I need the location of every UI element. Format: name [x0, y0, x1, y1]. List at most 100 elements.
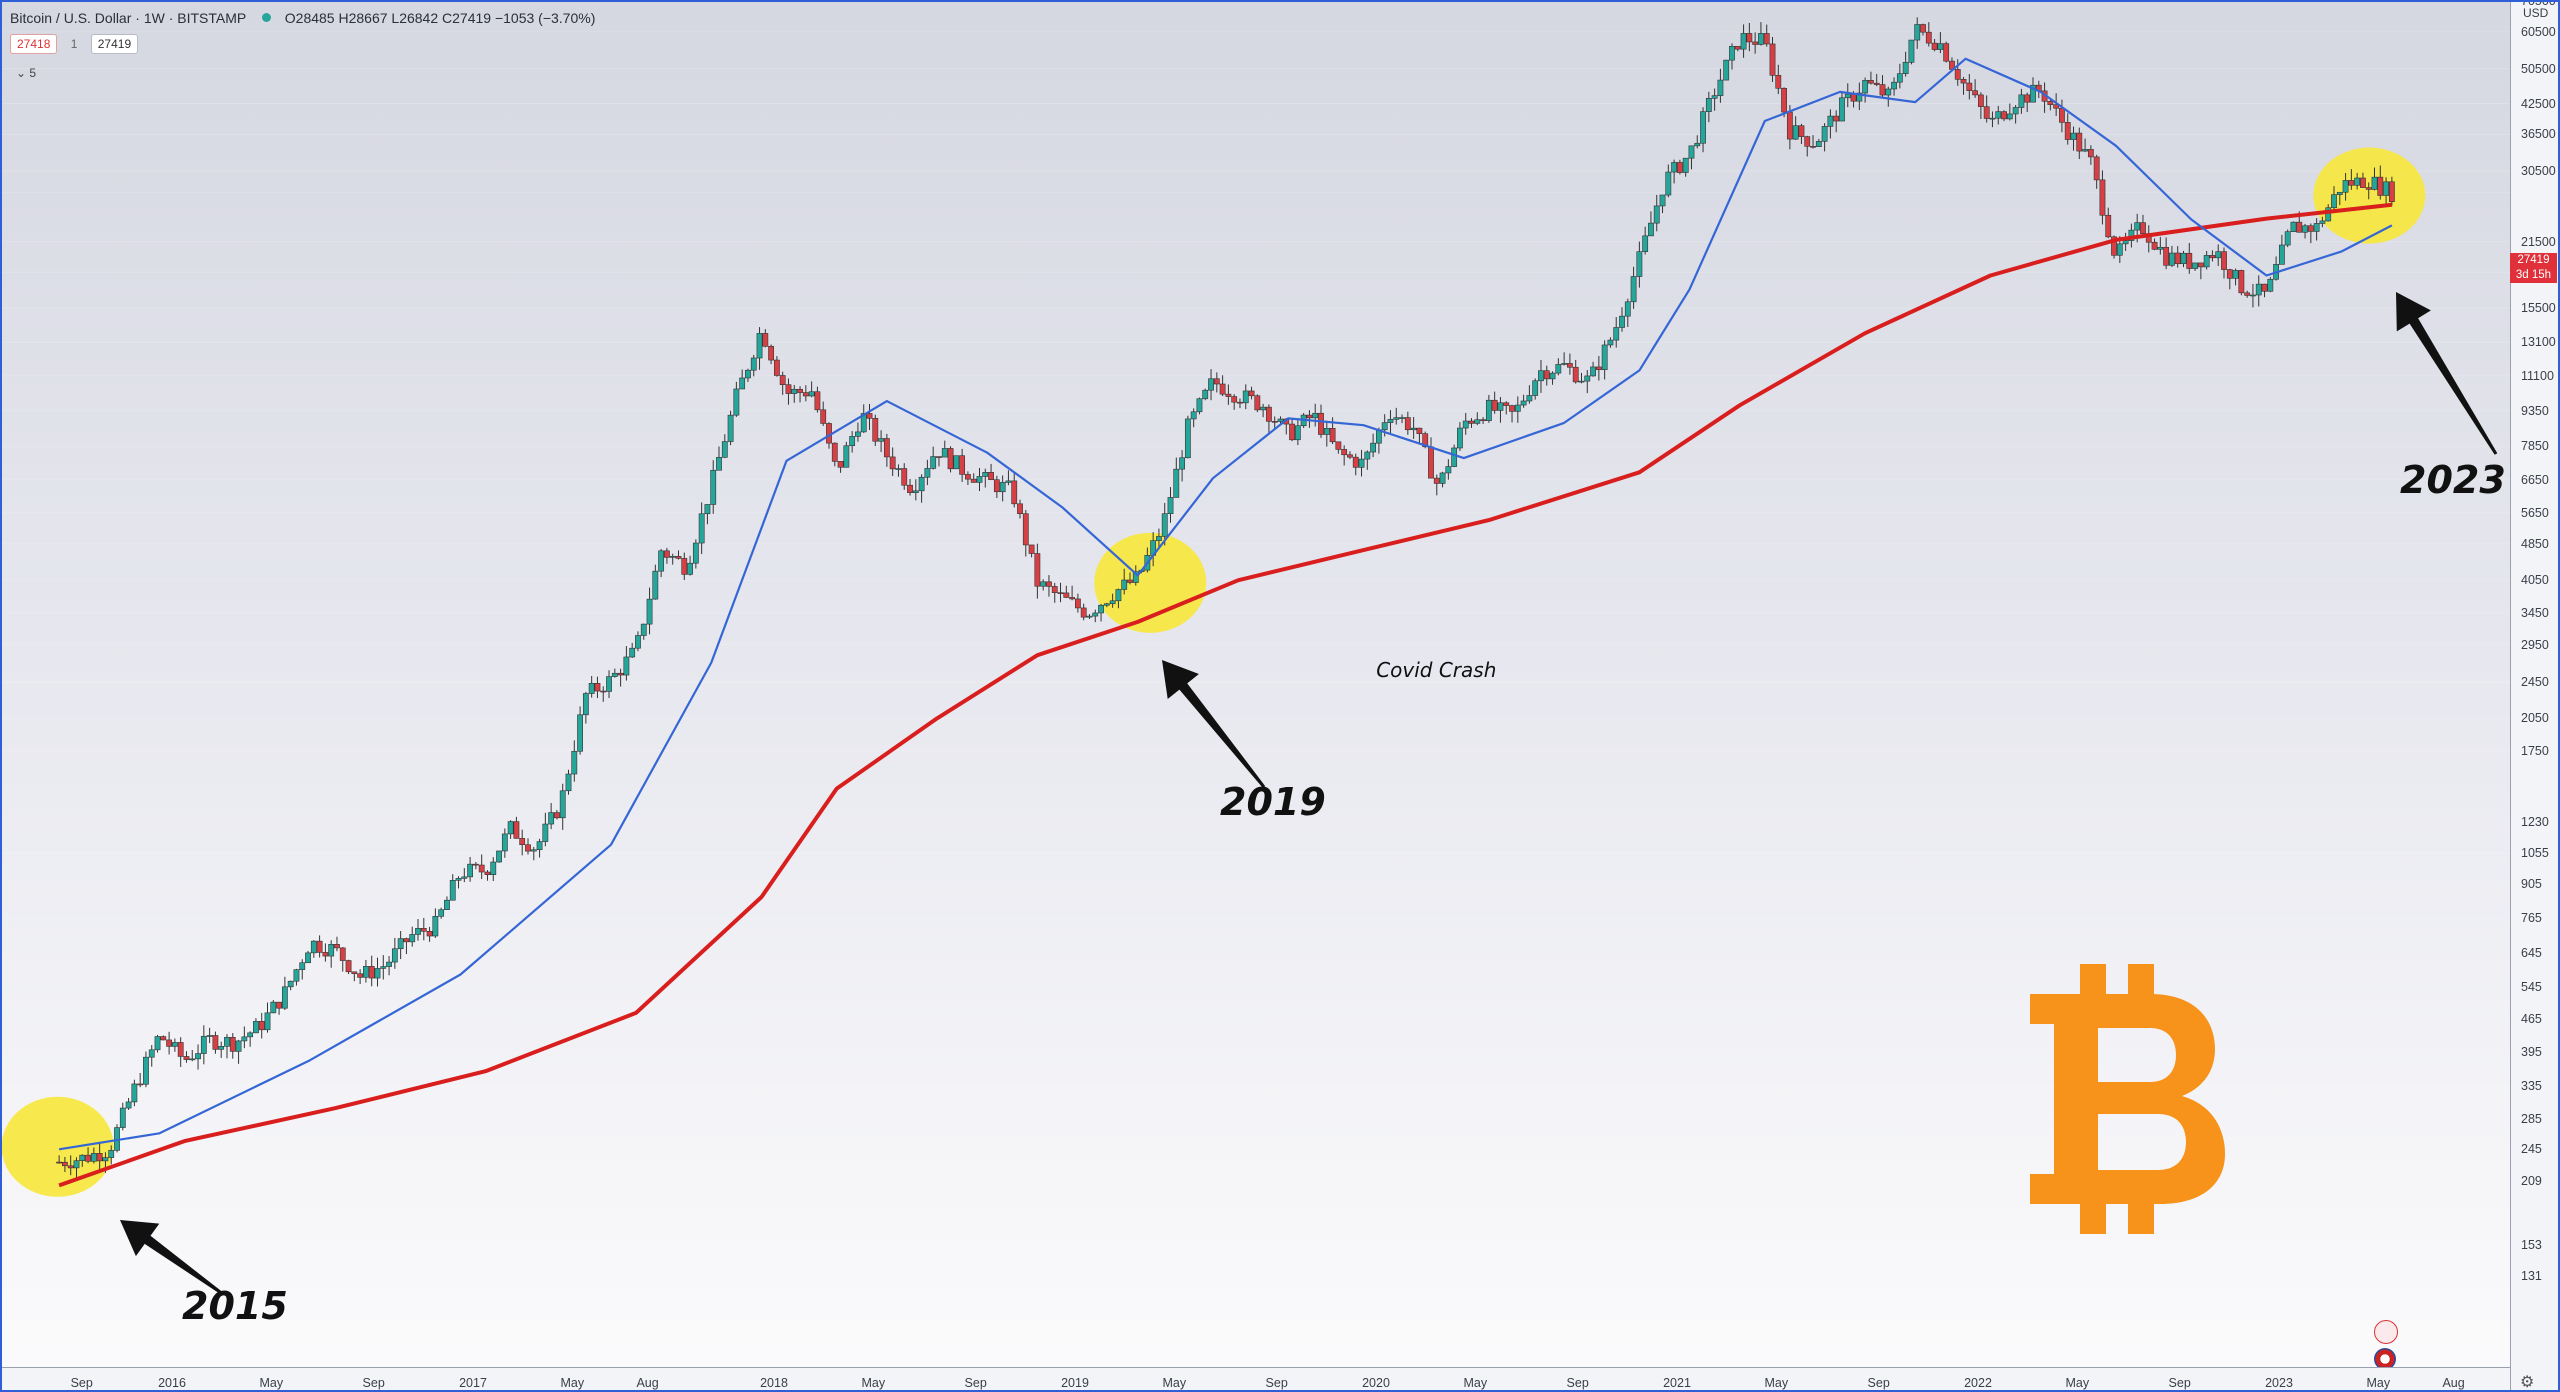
time-axis[interactable]: Sep 2016 May Sep 2017 May Aug 2018 May Sep 2019 May… [2, 1367, 2510, 1390]
candle [1074, 598, 1081, 609]
candle [1920, 24, 1926, 33]
candle [200, 1035, 207, 1054]
candle [1821, 126, 1828, 142]
indicators-toggle[interactable]: ⌄ 5 [16, 66, 36, 80]
candle [1555, 364, 1562, 374]
candle [1277, 418, 1284, 422]
candle [102, 1157, 109, 1162]
candle [310, 940, 317, 954]
candle [1960, 79, 1967, 84]
candle [664, 550, 670, 558]
x-tick-label: May [1764, 1376, 1789, 1390]
x-tick-label: 2017 [459, 1376, 487, 1390]
candle [281, 986, 288, 1009]
candle [970, 478, 977, 483]
candle [143, 1056, 149, 1085]
y-tick-label: 905 [2521, 877, 2542, 892]
candle [328, 944, 335, 957]
ask-price[interactable]: 27419 [90, 34, 139, 54]
candle [1769, 43, 1776, 76]
candle [2012, 107, 2019, 115]
candle [490, 861, 497, 876]
candle [1416, 427, 1423, 434]
candle [339, 947, 346, 961]
flag-icon[interactable] [2374, 1348, 2396, 1370]
candle [2250, 294, 2256, 297]
candle [467, 863, 474, 878]
candle [1815, 141, 1822, 147]
candle [623, 656, 630, 676]
candle [2151, 241, 2158, 250]
candle [1972, 90, 1979, 96]
candle [1977, 94, 1984, 107]
price-chart[interactable] [2, 2, 2510, 1367]
candle [1086, 615, 1093, 618]
candle [2024, 94, 2031, 103]
candle [1868, 80, 1874, 84]
y-tick-label: 209 [2521, 1174, 2542, 1189]
x-tick-label: Sep [1566, 1376, 1589, 1390]
candle [2082, 149, 2088, 152]
gear-icon[interactable]: ⚙ [2520, 1374, 2535, 1391]
candle [1173, 468, 1180, 498]
price-axis[interactable]: USD 70500 60500 50500 42500 36500 30500 21500 1… [2510, 2, 2558, 1390]
candle [1294, 425, 1301, 441]
candle [1607, 339, 1614, 346]
x-tick-label: 2020 [1362, 1376, 1390, 1390]
candle [1051, 586, 1058, 593]
candle [2006, 113, 2013, 120]
candle [1237, 401, 1243, 404]
candle [1248, 390, 1255, 397]
candle [1601, 344, 1608, 370]
candle [912, 490, 919, 493]
candle [1514, 404, 1521, 412]
candle [2122, 240, 2129, 245]
candle [1410, 427, 1417, 431]
candle [1549, 372, 1556, 380]
candle [918, 476, 925, 492]
candle [368, 966, 375, 979]
y-tick-label: 335 [2521, 1078, 2542, 1093]
candle [316, 940, 323, 953]
y-tick-label: 1750 [2521, 743, 2549, 758]
candle [866, 413, 873, 419]
bid-price[interactable]: 27418 [10, 34, 58, 54]
candle [148, 1049, 155, 1058]
candle [606, 676, 612, 692]
candle [930, 456, 937, 469]
x-tick-label: Aug [2442, 1376, 2465, 1390]
candle [270, 1001, 277, 1014]
candle [2215, 251, 2222, 259]
candle [594, 682, 601, 692]
candle [1046, 581, 1052, 587]
candle [1624, 301, 1631, 317]
candle [2018, 94, 2025, 108]
candle [229, 1037, 236, 1052]
candle [391, 948, 398, 963]
candle [496, 850, 502, 863]
candle [2203, 255, 2210, 268]
candle [999, 482, 1006, 493]
candle [1190, 411, 1197, 420]
label-2023: 2023 [2400, 458, 2506, 502]
axis-unit: USD [2523, 6, 2549, 20]
chevron-down-icon[interactable]: ⌄ [16, 66, 27, 80]
candle [90, 1153, 97, 1162]
candle [1323, 428, 1330, 435]
y-tick-label: 465 [2521, 1012, 2542, 1027]
candle [924, 468, 931, 478]
candle [895, 468, 902, 470]
candle [889, 456, 896, 470]
arrow-2019 [1162, 660, 1266, 788]
candle [1937, 43, 1944, 50]
candle [154, 1036, 161, 1051]
candle [1005, 480, 1012, 483]
candle [2319, 220, 2326, 224]
lightning-icon[interactable] [2374, 1320, 2398, 1344]
candle [287, 980, 294, 988]
symbol-label[interactable]: Bitcoin / U.S. Dollar · 1W · BITSTAMP [10, 10, 246, 26]
candle [1538, 370, 1544, 382]
candle [397, 938, 404, 950]
symbol-legend[interactable]: Bitcoin / U.S. Dollar · 1W · BITSTAMP O2… [10, 10, 595, 26]
candle [171, 1042, 178, 1047]
